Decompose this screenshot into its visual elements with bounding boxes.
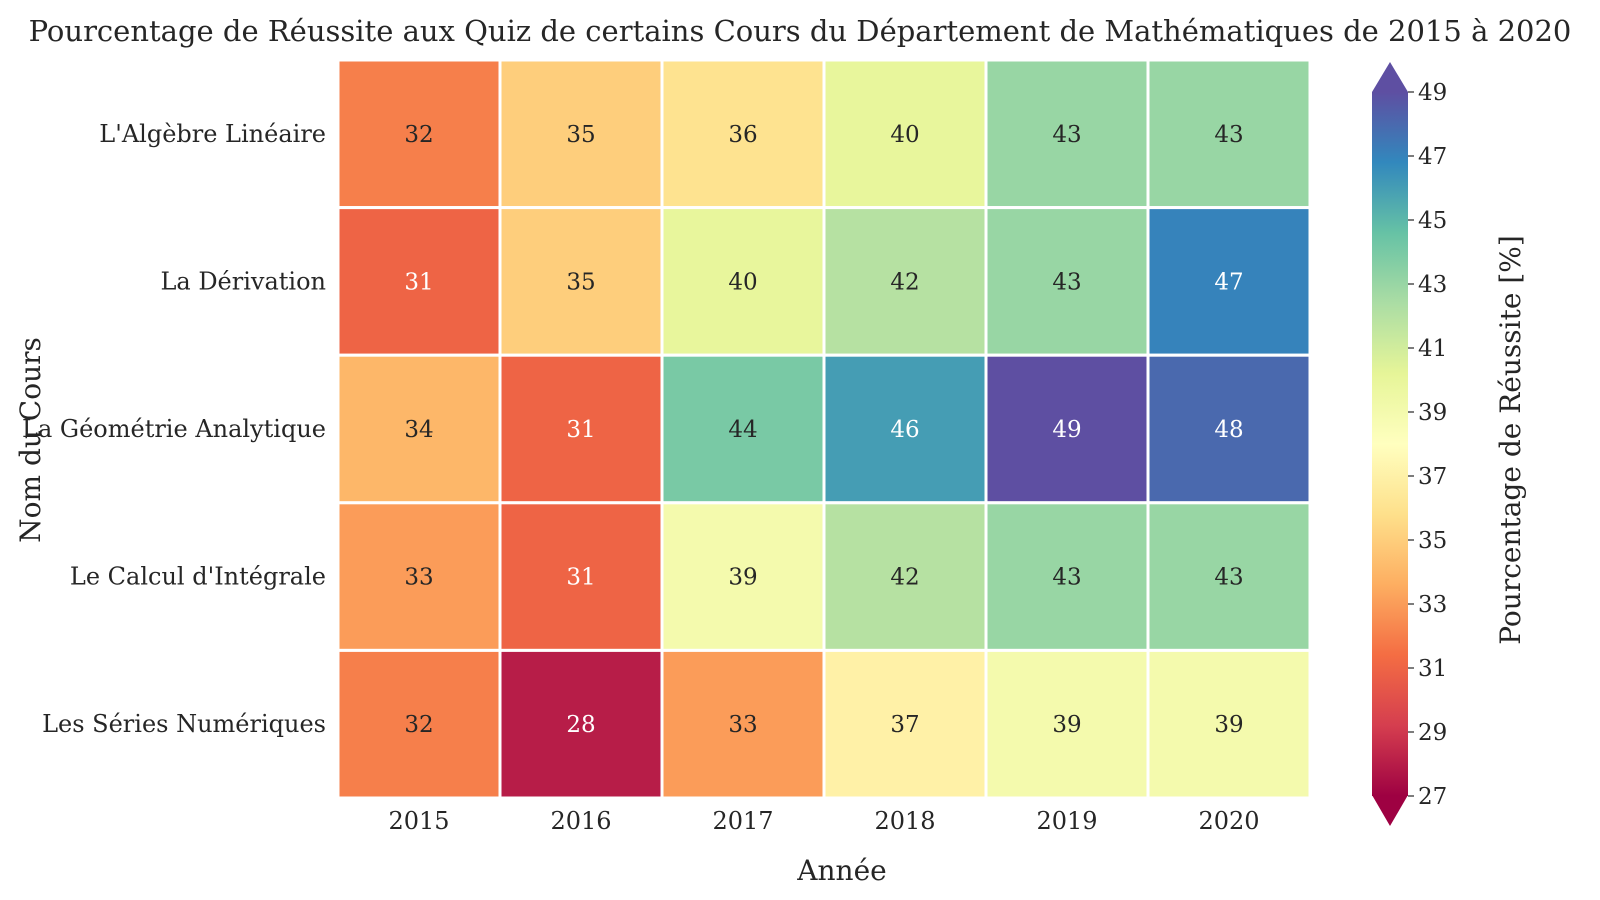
cell-value-label: 47 bbox=[1214, 269, 1243, 295]
colorbar-tick-label: 27 bbox=[1418, 784, 1447, 810]
cell-value-label: 43 bbox=[1052, 269, 1081, 295]
heatmap-cells: 32 35 36 40 43 43 31 35 40 42 43 47 34 31 44 46 49 48 33 31… bbox=[336, 58, 1312, 800]
heatmap-cell bbox=[1146, 206, 1312, 357]
colorbar-tick-label: 43 bbox=[1418, 272, 1447, 298]
x-tick-label: 2020 bbox=[1198, 807, 1259, 835]
y-tick-label: Les Séries Numériques bbox=[42, 710, 326, 738]
colorbar-tick-label: 29 bbox=[1418, 720, 1447, 746]
cell-value-label: 35 bbox=[566, 122, 595, 148]
cell-value-label: 33 bbox=[404, 565, 433, 591]
heatmap-cell bbox=[822, 501, 988, 652]
x-axis-label: Année bbox=[796, 854, 886, 887]
colorbar-tick-label: 37 bbox=[1418, 464, 1447, 490]
colorbar-tick-label: 39 bbox=[1418, 400, 1447, 426]
x-tick-label: 2017 bbox=[712, 807, 773, 835]
cell-value-label: 49 bbox=[1052, 417, 1081, 443]
cell-value-label: 39 bbox=[728, 565, 757, 591]
heatmap-cell bbox=[822, 648, 988, 800]
cell-value-label: 37 bbox=[890, 712, 919, 738]
cell-value-label: 31 bbox=[566, 565, 595, 591]
heatmap-cell bbox=[498, 501, 664, 652]
colorbar-tick-label: 41 bbox=[1418, 336, 1447, 362]
cell-value-label: 32 bbox=[404, 122, 433, 148]
y-axis-label: Nom du Cours bbox=[14, 337, 47, 543]
x-tick-labels: 2015 2016 2017 2018 2019 2020 bbox=[388, 807, 1259, 835]
colorbar-extend-bottom bbox=[1372, 795, 1408, 826]
y-tick-labels: L'Algèbre Linéaire La Dérivation La Géomét… bbox=[22, 120, 326, 738]
colorbar: 27 29 31 33 35 37 39 41 43 45 47 49 bbox=[1372, 62, 1447, 826]
heatmap-cell bbox=[336, 501, 502, 652]
cell-value-label: 34 bbox=[404, 417, 433, 443]
heatmap-cell bbox=[660, 58, 826, 210]
heatmap-cell bbox=[822, 353, 988, 505]
cell-value-label: 43 bbox=[1052, 565, 1081, 591]
x-tick-label: 2019 bbox=[1036, 807, 1097, 835]
heatmap-cell bbox=[498, 353, 664, 505]
colorbar-tick-label: 33 bbox=[1418, 592, 1447, 618]
cell-value-label: 48 bbox=[1214, 417, 1243, 443]
x-tick-label: 2016 bbox=[550, 807, 611, 835]
y-tick-label: La Géométrie Analytique bbox=[22, 415, 326, 443]
cell-value-label: 42 bbox=[890, 565, 919, 591]
heatmap-cell bbox=[1146, 648, 1312, 800]
cell-value-label: 40 bbox=[890, 122, 919, 148]
heatmap-cell bbox=[498, 58, 664, 210]
colorbar-tick-label: 31 bbox=[1418, 656, 1447, 682]
colorbar-extend-top bbox=[1372, 62, 1408, 92]
cell-value-label: 32 bbox=[404, 712, 433, 738]
cell-value-label: 31 bbox=[566, 417, 595, 443]
cell-value-label: 42 bbox=[890, 269, 919, 295]
colorbar-label: Pourcentage de Réussite [%] bbox=[1494, 235, 1527, 645]
heatmap-cell bbox=[1146, 58, 1312, 210]
cell-value-label: 36 bbox=[728, 122, 757, 148]
y-tick-label: La Dérivation bbox=[160, 267, 326, 295]
cell-value-label: 35 bbox=[566, 269, 595, 295]
colorbar-gradient bbox=[1372, 92, 1408, 796]
y-tick-label: L'Algèbre Linéaire bbox=[99, 120, 326, 148]
heatmap-cell bbox=[984, 501, 1150, 652]
heatmap-cell bbox=[660, 501, 826, 652]
heatmap-cell bbox=[1146, 501, 1312, 652]
chart-title: Pourcentage de Réussite aux Quiz de cert… bbox=[29, 14, 1572, 48]
colorbar-tick-label: 47 bbox=[1418, 144, 1447, 170]
cell-value-label: 43 bbox=[1052, 122, 1081, 148]
cell-value-label: 43 bbox=[1214, 565, 1243, 591]
heatmap-cell bbox=[498, 206, 664, 357]
heatmap-cell bbox=[336, 58, 502, 210]
cell-value-label: 44 bbox=[728, 417, 757, 443]
colorbar-tick-label: 45 bbox=[1418, 208, 1447, 234]
heatmap-cell bbox=[822, 206, 988, 357]
heatmap-cell bbox=[660, 648, 826, 800]
cell-value-label: 40 bbox=[728, 269, 757, 295]
heatmap-cell bbox=[984, 648, 1150, 800]
cell-value-label: 28 bbox=[566, 712, 595, 738]
x-tick-label: 2018 bbox=[874, 807, 935, 835]
cell-value-label: 31 bbox=[404, 269, 433, 295]
cell-value-label: 46 bbox=[890, 417, 919, 443]
cell-value-label: 39 bbox=[1214, 712, 1243, 738]
cell-value-label: 39 bbox=[1052, 712, 1081, 738]
cell-value-label: 33 bbox=[728, 712, 757, 738]
heatmap-cell bbox=[1146, 353, 1312, 505]
x-tick-label: 2015 bbox=[388, 807, 449, 835]
colorbar-tick-label: 49 bbox=[1418, 80, 1447, 106]
cell-value-label: 43 bbox=[1214, 122, 1243, 148]
heatmap-cell bbox=[984, 353, 1150, 505]
heatmap-cell bbox=[336, 648, 502, 800]
y-tick-label: Le Calcul d'Intégrale bbox=[70, 563, 326, 591]
colorbar-tick-label: 35 bbox=[1418, 528, 1447, 554]
